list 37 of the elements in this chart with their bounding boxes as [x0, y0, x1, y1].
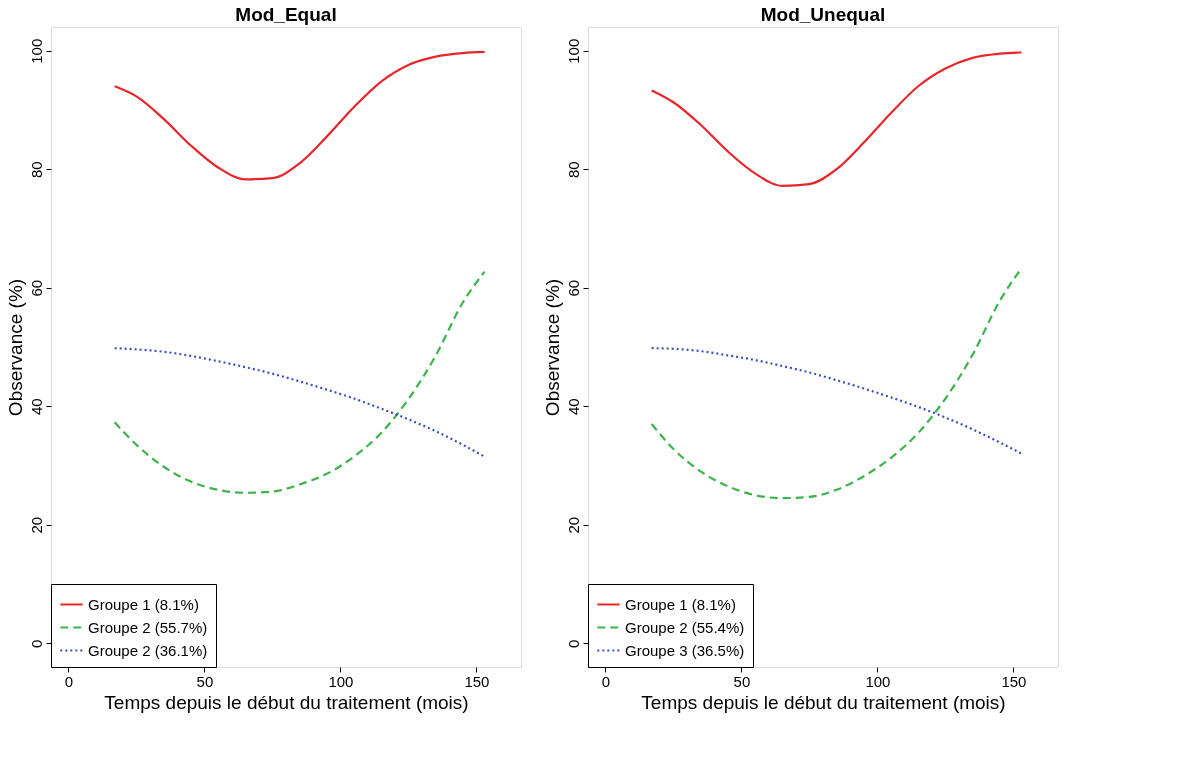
y-tick-label: 60 [27, 279, 45, 297]
x-tick-label: 100 [328, 672, 354, 690]
x-tick-label: 0 [64, 672, 74, 690]
x-tick-label: 50 [733, 672, 751, 690]
y-tick-label: 20 [27, 516, 45, 534]
legend-label: Groupe 2 (36.1%) [88, 641, 208, 659]
line-series [113, 347, 486, 458]
y-tick-label: 100 [564, 38, 582, 64]
y-tick-label: 0 [27, 639, 45, 648]
y-axis-title: Observance (%) [4, 278, 26, 417]
x-tick-label: 0 [601, 672, 611, 690]
y-tick-label: 0 [564, 639, 582, 648]
y-axis-title: Observance (%) [541, 278, 563, 417]
y-tick-label: 40 [27, 398, 45, 416]
legend-label: Groupe 3 (36.5%) [625, 641, 745, 659]
x-axis-title: Temps depuis le début du traitement (mois) [641, 691, 1006, 713]
line-series [650, 51, 1023, 187]
x-tick-label: 100 [865, 672, 891, 690]
x-tick-label: 50 [196, 672, 214, 690]
line-series [113, 50, 486, 181]
chart-title: Mod_Equal [235, 4, 337, 25]
legend-label: Groupe 2 (55.4%) [625, 618, 745, 636]
y-tick-label: 40 [564, 398, 582, 416]
line-series [113, 270, 486, 494]
x-axis-title: Temps depuis le début du traitement (mois) [104, 691, 469, 713]
legend-label: Groupe 1 (8.1%) [625, 595, 736, 613]
y-tick-label: 80 [564, 161, 582, 179]
line-series [650, 347, 1023, 455]
x-tick-label: 150 [1001, 672, 1027, 690]
legend-label: Groupe 2 (55.7%) [88, 618, 208, 636]
y-tick-label: 100 [27, 38, 45, 64]
y-tick-label: 80 [27, 161, 45, 179]
y-tick-label: 60 [564, 279, 582, 297]
x-tick-label: 150 [464, 672, 490, 690]
y-tick-label: 20 [564, 516, 582, 534]
legend-label: Groupe 1 (8.1%) [88, 595, 199, 613]
chart-title: Mod_Unequal [760, 4, 886, 25]
